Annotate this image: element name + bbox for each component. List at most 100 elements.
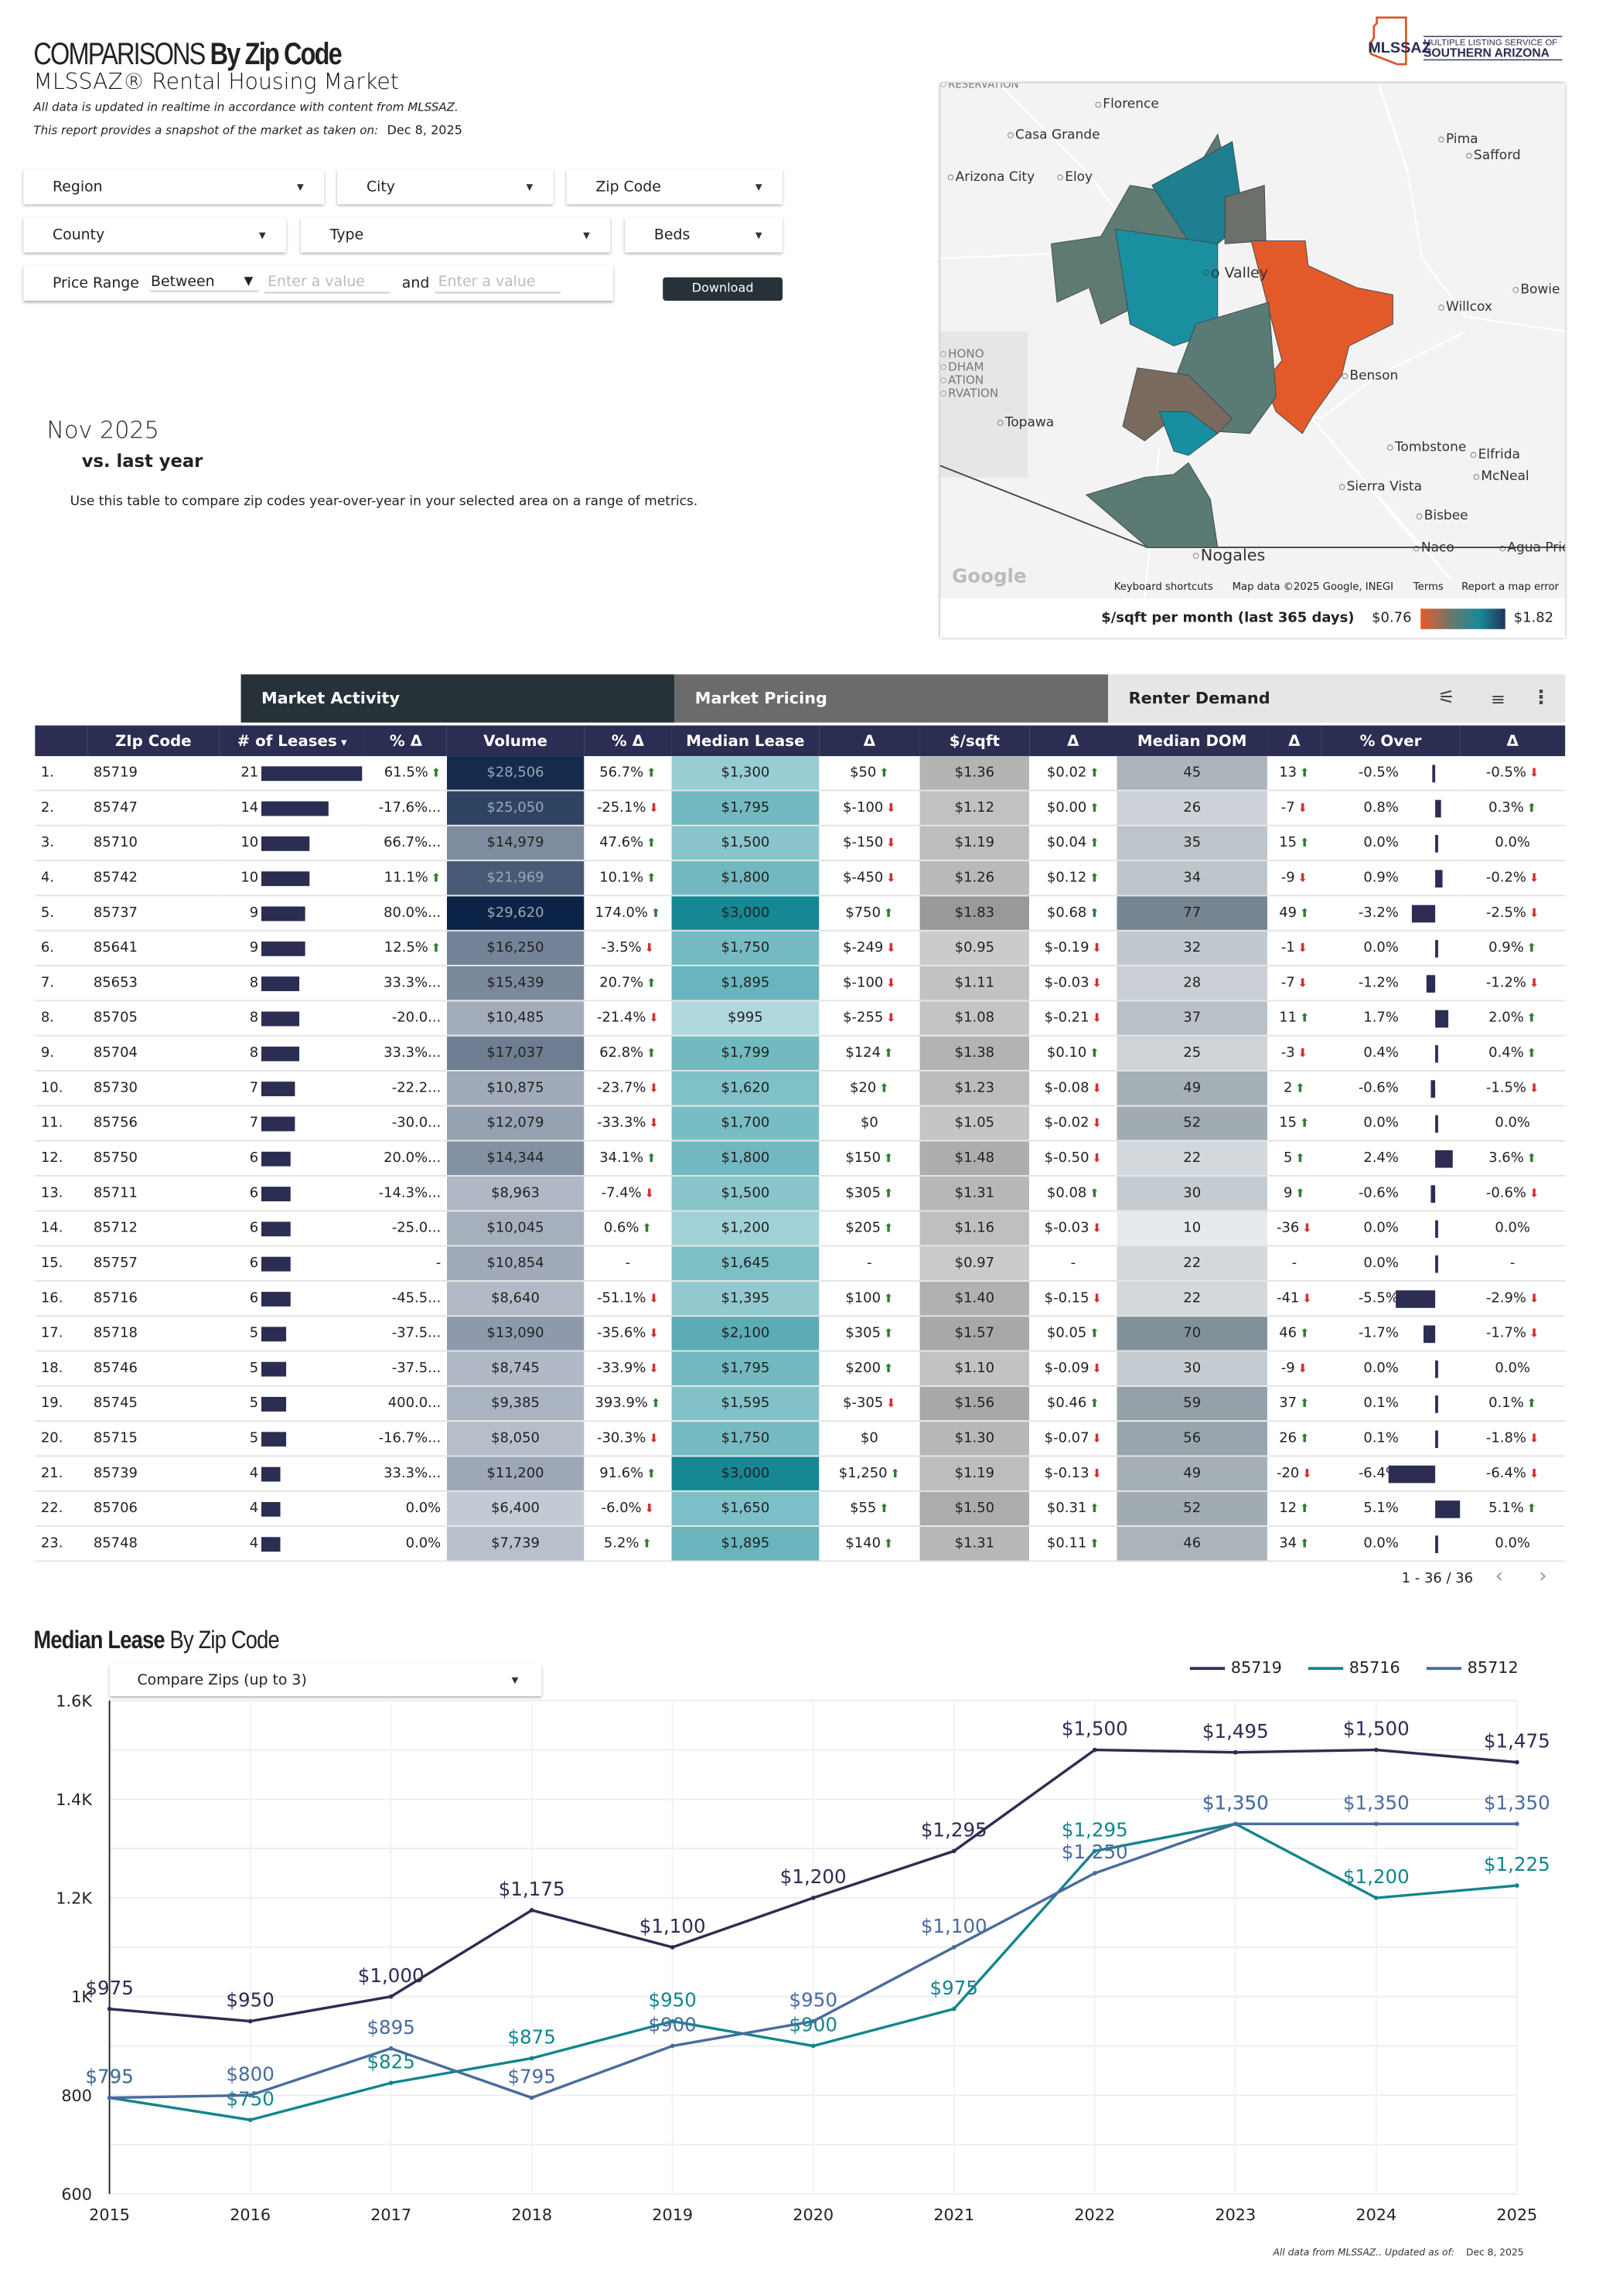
table-row[interactable]: 2. 85747 14 -17.6%... $25,050 -25.1% ⬇ $1,795 $-… bbox=[35, 790, 1566, 826]
y-tick-label: 1.2K bbox=[56, 1889, 93, 1908]
column-header-median-dom[interactable]: Median DOM bbox=[1117, 725, 1267, 757]
table-row[interactable]: 21. 85739 4 33.3%... $11,200 91.6% ⬆ $3,000 $1,2… bbox=[35, 1456, 1566, 1492]
table-row[interactable]: 4. 85742 10 11.1% ⬆ $21,969 10.1% ⬆ $1,800 $-450 ⬇… bbox=[35, 860, 1566, 897]
column-header-median-lease-change[interactable]: Δ bbox=[819, 725, 920, 757]
median-lease-cell-value: $1,500 bbox=[721, 1185, 770, 1201]
map-canvas[interactable]: RESERVATION Florence Casa Grande Arizona… bbox=[940, 83, 1566, 599]
dom-change-cell: 49 ⬆ bbox=[1267, 895, 1321, 932]
leases-change-cell: 33.3%... bbox=[365, 966, 447, 1002]
leases-cell: 10 bbox=[219, 825, 366, 862]
table-row[interactable]: 8. 85705 8 -20.0... $10,485 -21.4% ⬇ $995 $-255 ⬇… bbox=[35, 1000, 1566, 1037]
table-row[interactable]: 10. 85730 7 -22.2... $10,875 -23.7% ⬇ $1,620 $20… bbox=[35, 1070, 1566, 1107]
price-operator-select[interactable]: Between ▼ bbox=[151, 274, 259, 292]
table-row[interactable]: 12. 85750 6 20.0%... $14,344 34.1% ⬆ $1,800 $150… bbox=[35, 1140, 1566, 1177]
min-price-input[interactable] bbox=[264, 273, 390, 294]
data-label: $1,225 bbox=[1484, 1853, 1550, 1875]
volume-cell-value: $9,385 bbox=[491, 1395, 540, 1412]
zip-cell: 85739 bbox=[87, 1456, 220, 1492]
sqft-change-cell-value: $-0.21 bbox=[1044, 1010, 1089, 1027]
comparison-label: vs. last year bbox=[81, 451, 203, 472]
city-filter[interactable]: City ▼ bbox=[337, 169, 554, 205]
chevron-down-icon: ▼ bbox=[297, 182, 304, 192]
type-filter[interactable]: Type ▼ bbox=[300, 217, 611, 253]
sliders-icon[interactable]: ⚟ bbox=[1437, 687, 1455, 710]
table-row[interactable]: 1. 85719 21 61.5% ⬆ $28,506 56.7% ⬆ $1,300 $50 ⬆ $1… bbox=[35, 756, 1566, 792]
county-filter[interactable]: County ▼ bbox=[23, 217, 287, 253]
table-row[interactable]: 23. 85748 4 0.0% $7,739 5.2% ⬆ $1,895 $140 ⬆ $1.31… bbox=[35, 1526, 1566, 1562]
column-header-price-per-sqft-change[interactable]: Δ bbox=[1029, 725, 1117, 757]
table-row[interactable]: 5. 85737 9 80.0%... $29,620 174.0% ⬆ $3,000 $750… bbox=[35, 895, 1566, 932]
column-header-median-lease[interactable]: Median Lease bbox=[671, 725, 820, 757]
legend-item[interactable]: 85716 bbox=[1308, 1658, 1400, 1678]
legend-item[interactable]: 85719 bbox=[1189, 1658, 1282, 1678]
table-row[interactable]: 19. 85745 5 400.0... $9,385 393.9% ⬆ $1,595 $-30… bbox=[35, 1385, 1566, 1422]
prev-page-icon[interactable]: ‹ bbox=[1495, 1565, 1504, 1589]
table-row[interactable]: 17. 85718 5 -37.5... $13,090 -35.6% ⬇ $2,100 $30… bbox=[35, 1316, 1566, 1352]
table-row[interactable]: 15. 85757 6 - $10,854 - $1,645 - $0.97 - 22 - 0.0% - bbox=[35, 1245, 1566, 1282]
table-row[interactable]: 6. 85641 9 12.5% ⬆ $16,250 -3.5% ⬇ $1,750 $-249 ⬇ $… bbox=[35, 930, 1566, 966]
arrow-up-icon: ⬆ bbox=[646, 1046, 656, 1060]
column-header-rank[interactable] bbox=[35, 725, 88, 757]
percent-over-value: 0.0% bbox=[1363, 1254, 1399, 1271]
column-header-median-dom-change[interactable]: Δ bbox=[1267, 725, 1321, 757]
zip-code-filter[interactable]: Zip Code ▼ bbox=[566, 169, 783, 205]
x-tick-label: 2023 bbox=[1215, 2206, 1256, 2224]
dom-cell: 49 bbox=[1117, 1070, 1267, 1107]
table-row[interactable]: 9. 85704 8 33.3%... $17,037 62.8% ⬆ $1,799 $124 ⬆… bbox=[35, 1035, 1566, 1071]
legend-item[interactable]: 85712 bbox=[1426, 1658, 1519, 1678]
leases-cell: 5 bbox=[219, 1316, 366, 1352]
data-label: $1,350 bbox=[1202, 1791, 1269, 1814]
next-page-icon[interactable]: › bbox=[1539, 1565, 1547, 1589]
median-lease-cell: $1,895 bbox=[671, 1526, 820, 1562]
column-header-leases-change[interactable]: % Δ bbox=[365, 725, 447, 757]
median-lease-change-cell-value: $150 bbox=[845, 1150, 881, 1167]
filter-icon[interactable]: ≡ bbox=[1490, 688, 1505, 709]
column-header-volume[interactable]: Volume bbox=[446, 725, 585, 757]
table-row[interactable]: 18. 85746 5 -37.5... $8,745 -33.9% ⬇ $1,795 $200… bbox=[35, 1351, 1566, 1387]
keyboard-shortcuts-link[interactable]: Keyboard shortcuts bbox=[1113, 581, 1213, 593]
table-row[interactable]: 14. 85712 6 -25.0... $10,045 0.6% ⬆ $1,200 $205 ⬆… bbox=[35, 1211, 1566, 1247]
column-header-price-per-sqft[interactable]: $/sqft bbox=[919, 725, 1030, 757]
arrow-up-icon: ⬆ bbox=[1299, 1432, 1310, 1446]
table-row[interactable]: 20. 85715 5 -16.7%... $8,050 -30.3% ⬇ $1,750 $0 $… bbox=[35, 1421, 1566, 1457]
terms-link[interactable]: Terms bbox=[1413, 581, 1444, 593]
percent-over-bar bbox=[1435, 1500, 1461, 1518]
zip-cell: 85756 bbox=[87, 1105, 220, 1142]
legend-min: $0.76 bbox=[1372, 610, 1412, 627]
download-button[interactable]: Download bbox=[663, 277, 783, 301]
table-row[interactable]: 7. 85653 8 33.3%... $15,439 20.7% ⬆ $1,895 $-100… bbox=[35, 966, 1566, 1002]
column-header-percent-over[interactable]: % Over bbox=[1321, 725, 1461, 757]
max-price-input[interactable] bbox=[435, 273, 561, 294]
data-point bbox=[670, 2043, 675, 2049]
beds-filter[interactable]: Beds ▼ bbox=[625, 217, 783, 253]
region-filter[interactable]: Region ▼ bbox=[23, 169, 325, 205]
leases-cell: 6 bbox=[219, 1175, 366, 1212]
volume-change-cell: -51.1% ⬇ bbox=[584, 1280, 672, 1317]
arrow-down-icon: ⬇ bbox=[1529, 1467, 1540, 1480]
column-header-percent-over-change[interactable]: Δ bbox=[1460, 725, 1566, 757]
zip-map[interactable]: RESERVATION Florence Casa Grande Arizona… bbox=[940, 83, 1566, 639]
sort-desc-icon[interactable]: ▾ bbox=[336, 734, 347, 748]
data-point bbox=[951, 1945, 956, 1950]
leases-bar bbox=[261, 940, 305, 956]
percent-over-change-cell: 5.1% ⬆ bbox=[1460, 1490, 1566, 1528]
percent-over-bar bbox=[1435, 1429, 1437, 1448]
table-row[interactable]: 3. 85710 10 66.7%... $14,979 47.6% ⬆ $1,500 $-15… bbox=[35, 825, 1566, 862]
dom-cell-value: 49 bbox=[1183, 1080, 1202, 1097]
data-label: $1,495 bbox=[1202, 1720, 1269, 1742]
volume-cell-value: $10,875 bbox=[486, 1080, 544, 1097]
table-row[interactable]: 22. 85706 4 0.0% $6,400 -6.0% ⬇ $1,650 $55 ⬆ $1.50… bbox=[35, 1490, 1566, 1528]
more-options-icon[interactable]: ⋮ bbox=[1531, 687, 1551, 710]
table-row[interactable]: 11. 85756 7 -30.0... $12,079 -33.3% ⬇ $1,700 $0 $… bbox=[35, 1105, 1566, 1142]
leases-change-cell-value: -17.6%... bbox=[378, 799, 442, 816]
leases-value: 4 bbox=[249, 1535, 259, 1552]
sqft-change-cell-value: $0.00 bbox=[1046, 799, 1087, 816]
leases-cell: 10 bbox=[219, 860, 366, 897]
compare-zips-dropdown[interactable]: Compare Zips (up to 3) ▼ bbox=[110, 1664, 542, 1697]
column-header-volume-change[interactable]: % Δ bbox=[584, 725, 672, 757]
report-map-error-link[interactable]: Report a map error bbox=[1461, 581, 1559, 593]
table-row[interactable]: 16. 85716 6 -45.5... $8,640 -51.1% ⬇ $1,395 $100… bbox=[35, 1280, 1566, 1317]
column-header-zip-code[interactable]: ZIp Code bbox=[87, 725, 220, 757]
table-row[interactable]: 13. 85711 6 -14.3%... $8,963 -7.4% ⬇ $1,500 $305… bbox=[35, 1175, 1566, 1212]
column-header-leases[interactable]: # of Leases ▾ bbox=[219, 725, 366, 757]
